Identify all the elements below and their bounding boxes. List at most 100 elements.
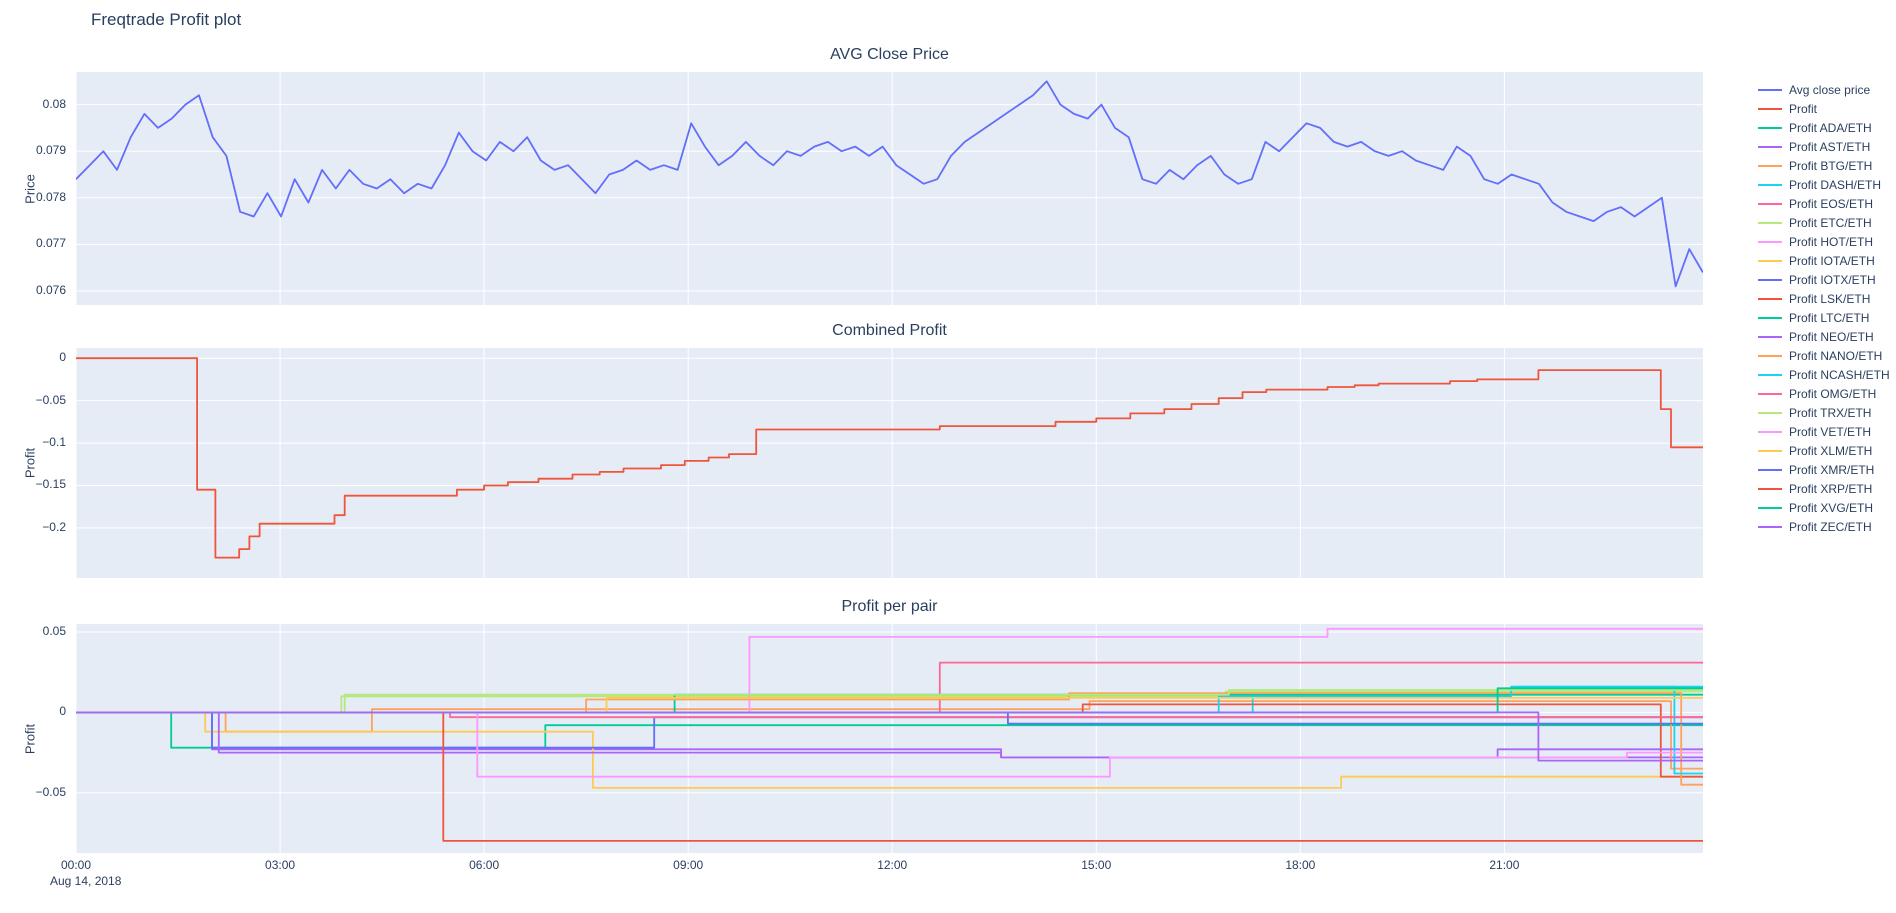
legend-item-profit-ltc-eth[interactable]: Profit LTC/ETH	[1758, 308, 1890, 327]
plot-background	[76, 624, 1703, 853]
legend-item-profit-eos-eth[interactable]: Profit EOS/ETH	[1758, 194, 1890, 213]
legend-label: Profit XVG/ETH	[1789, 500, 1874, 515]
legend-item-profit-xvg-eth[interactable]: Profit XVG/ETH	[1758, 498, 1890, 517]
series-line-profit-btg-eth	[76, 700, 1703, 770]
legend-label: Avg close price	[1789, 82, 1871, 97]
legend-label: Profit XMR/ETH	[1789, 462, 1875, 477]
y-tick-label: 0	[59, 704, 66, 719]
x-tick-label: 12:00	[877, 858, 908, 872]
legend-item-profit-lsk-eth[interactable]: Profit LSK/ETH	[1758, 289, 1890, 308]
x-tick-label: 15:00	[1081, 858, 1112, 872]
legend-label: Profit XRP/ETH	[1789, 481, 1873, 496]
legend-line-swatch-icon	[1758, 297, 1782, 300]
legend: Avg close price Profit Profit ADA/ETH Profi…	[1758, 80, 1890, 536]
legend-line-swatch-icon	[1758, 278, 1782, 281]
legend-item-profit-trx-eth[interactable]: Profit TRX/ETH	[1758, 403, 1890, 422]
series-line-profit-vet-eth	[76, 711, 1703, 778]
y-axis-title: Profit	[22, 447, 38, 479]
legend-line-swatch-icon	[1758, 316, 1782, 319]
plot-area-avg-close-price[interactable]	[76, 72, 1703, 305]
legend-line-swatch-icon	[1758, 468, 1782, 471]
legend-line-swatch-icon	[1758, 449, 1782, 452]
legend-item-profit-dash-eth[interactable]: Profit DASH/ETH	[1758, 175, 1890, 194]
series-line-profit-nano-eth	[76, 692, 1703, 786]
x-tick-label: 18:00	[1285, 858, 1316, 872]
legend-label: Profit NANO/ETH	[1789, 348, 1883, 363]
series-line-profit	[76, 357, 1703, 559]
legend-line-swatch-icon	[1758, 183, 1782, 186]
legend-item-profit-ast-eth[interactable]: Profit AST/ETH	[1758, 137, 1890, 156]
legend-label: Profit DASH/ETH	[1789, 177, 1882, 192]
legend-label: Profit NEO/ETH	[1789, 329, 1874, 344]
legend-label: Profit VET/ETH	[1789, 424, 1872, 439]
legend-item-profit[interactable]: Profit	[1758, 99, 1890, 118]
legend-label: Profit	[1789, 101, 1818, 116]
legend-label: Profit IOTA/ETH	[1789, 253, 1875, 268]
legend-line-swatch-icon	[1758, 88, 1782, 91]
legend-item-profit-ada-eth[interactable]: Profit ADA/ETH	[1758, 118, 1890, 137]
plot-area-profit-per-pair[interactable]	[76, 624, 1703, 853]
legend-item-profit-xrp-eth[interactable]: Profit XRP/ETH	[1758, 479, 1890, 498]
x-tick-label: 21:00	[1489, 858, 1520, 872]
legend-line-swatch-icon	[1758, 164, 1782, 167]
legend-item-profit-xlm-eth[interactable]: Profit XLM/ETH	[1758, 441, 1890, 460]
y-tick-label: −0.2	[42, 519, 66, 534]
legend-item-profit-hot-eth[interactable]: Profit HOT/ETH	[1758, 232, 1890, 251]
legend-label: Profit HOT/ETH	[1789, 234, 1874, 249]
legend-label: Profit OMG/ETH	[1789, 386, 1877, 401]
legend-item-profit-vet-eth[interactable]: Profit VET/ETH	[1758, 422, 1890, 441]
legend-item-avg-close-price[interactable]: Avg close price	[1758, 80, 1890, 99]
legend-label: Profit BTG/ETH	[1789, 158, 1873, 173]
legend-line-swatch-icon	[1758, 392, 1782, 395]
legend-item-profit-ncash-eth[interactable]: Profit NCASH/ETH	[1758, 365, 1890, 384]
y-tick-label: 0.078	[35, 189, 66, 204]
gridlines	[76, 348, 1703, 578]
subplot-title-combined-profit: Combined Profit	[832, 322, 947, 339]
x-tick-label: 03:00	[265, 858, 296, 872]
legend-label: Profit LSK/ETH	[1789, 291, 1871, 306]
y-tick-label: −0.15	[35, 477, 66, 492]
y-tick-label: −0.05	[35, 392, 66, 407]
legend-item-profit-xmr-eth[interactable]: Profit XMR/ETH	[1758, 460, 1890, 479]
legend-item-profit-omg-eth[interactable]: Profit OMG/ETH	[1758, 384, 1890, 403]
legend-item-profit-iota-eth[interactable]: Profit IOTA/ETH	[1758, 251, 1890, 270]
legend-line-swatch-icon	[1758, 411, 1782, 414]
legend-label: Profit LTC/ETH	[1789, 310, 1870, 325]
y-tick-label: 0.079	[35, 143, 66, 158]
gridlines	[76, 72, 1703, 305]
legend-label: Profit EOS/ETH	[1789, 196, 1874, 211]
legend-line-swatch-icon	[1758, 107, 1782, 110]
y-tick-label: −0.05	[35, 784, 66, 799]
legend-line-swatch-icon	[1758, 335, 1782, 338]
y-tick-label: 0.077	[35, 236, 66, 251]
legend-item-profit-btg-eth[interactable]: Profit BTG/ETH	[1758, 156, 1890, 175]
x-axis-date-label: Aug 14, 2018	[50, 874, 122, 888]
legend-item-profit-zec-eth[interactable]: Profit ZEC/ETH	[1758, 517, 1890, 536]
x-tick-label: 00:00	[60, 858, 92, 872]
plot-background	[76, 348, 1703, 578]
plot-background	[76, 72, 1703, 305]
legend-line-swatch-icon	[1758, 221, 1782, 224]
y-tick-label: 0.05	[42, 624, 66, 639]
legend-label: Profit NCASH/ETH	[1789, 367, 1890, 382]
x-tick-label: 06:00	[469, 858, 500, 872]
subplot-title-profit-per-pair: Profit per pair	[841, 598, 938, 615]
series-line-profit-ncash-eth	[76, 685, 1703, 775]
y-axis-title: Profit	[22, 723, 38, 754]
legend-label: Profit ADA/ETH	[1789, 120, 1872, 135]
legend-item-profit-iotx-eth[interactable]: Profit IOTX/ETH	[1758, 270, 1890, 289]
legend-line-swatch-icon	[1758, 240, 1782, 243]
legend-label: Profit IOTX/ETH	[1789, 272, 1876, 287]
y-tick-label: −0.1	[42, 435, 66, 450]
legend-line-swatch-icon	[1758, 430, 1782, 433]
y-tick-label: 0	[59, 350, 66, 365]
y-tick-label: 0.08	[42, 96, 66, 111]
series-line-avg-close-price	[76, 80, 1703, 288]
legend-item-profit-etc-eth[interactable]: Profit ETC/ETH	[1758, 213, 1890, 232]
series-line-profit-iota-eth	[76, 711, 1703, 789]
legend-item-profit-neo-eth[interactable]: Profit NEO/ETH	[1758, 327, 1890, 346]
series-line-profit-neo-eth	[76, 711, 1703, 759]
plot-area-combined-profit[interactable]	[76, 348, 1703, 578]
legend-item-profit-nano-eth[interactable]: Profit NANO/ETH	[1758, 346, 1890, 365]
x-tick-label: 09:00	[673, 858, 704, 872]
